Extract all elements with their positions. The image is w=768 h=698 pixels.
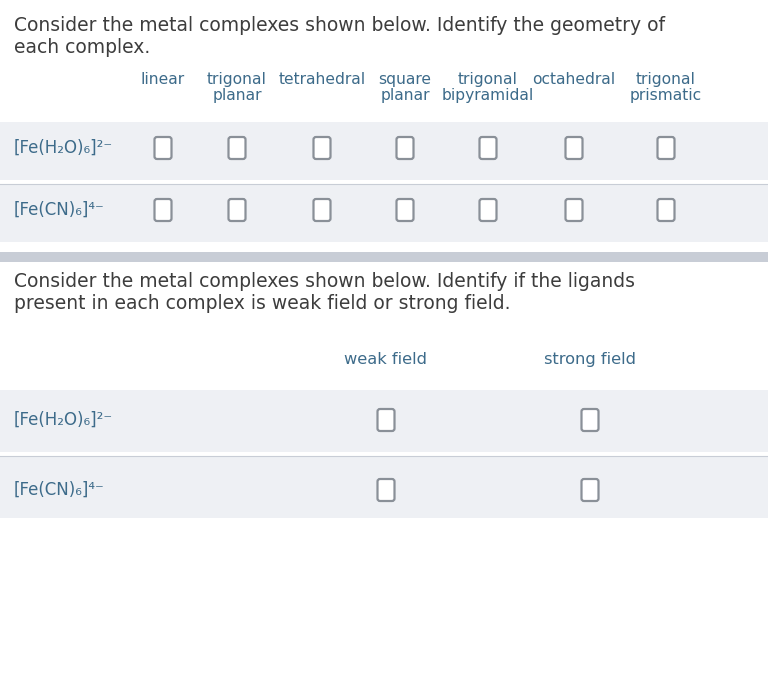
Text: linear: linear [141, 73, 185, 87]
Bar [0, 252, 768, 262]
FancyBboxPatch shape [479, 137, 496, 159]
FancyBboxPatch shape [313, 137, 330, 159]
Text: strong field: strong field [544, 352, 636, 367]
FancyBboxPatch shape [154, 199, 171, 221]
Text: weak field: weak field [345, 352, 428, 367]
Text: trigonal: trigonal [458, 72, 518, 87]
Text: each complex.: each complex. [14, 38, 151, 57]
Text: [Fe(H₂O)₆]²⁻: [Fe(H₂O)₆]²⁻ [14, 411, 113, 429]
FancyBboxPatch shape [229, 137, 246, 159]
FancyBboxPatch shape [154, 137, 171, 159]
FancyBboxPatch shape [565, 199, 582, 221]
FancyBboxPatch shape [313, 199, 330, 221]
Text: [Fe(H₂O)₆]²⁻: [Fe(H₂O)₆]²⁻ [14, 139, 113, 157]
Text: prismatic: prismatic [630, 88, 702, 103]
Text: trigonal: trigonal [636, 72, 696, 87]
FancyBboxPatch shape [396, 137, 413, 159]
Text: trigonal: trigonal [207, 72, 267, 87]
Text: planar: planar [380, 88, 430, 103]
Text: tetrahedral: tetrahedral [279, 73, 366, 87]
FancyBboxPatch shape [378, 409, 395, 431]
Bar [0, 184, 768, 242]
FancyBboxPatch shape [378, 479, 395, 501]
Bar [0, 456, 768, 518]
FancyBboxPatch shape [565, 137, 582, 159]
FancyBboxPatch shape [657, 137, 674, 159]
FancyBboxPatch shape [229, 199, 246, 221]
FancyBboxPatch shape [581, 409, 598, 431]
FancyBboxPatch shape [657, 199, 674, 221]
FancyBboxPatch shape [396, 199, 413, 221]
Text: Consider the metal complexes shown below. Identify if the ligands: Consider the metal complexes shown below… [14, 272, 635, 291]
FancyBboxPatch shape [479, 199, 496, 221]
Text: [Fe(CN)₆]⁴⁻: [Fe(CN)₆]⁴⁻ [14, 201, 104, 219]
FancyBboxPatch shape [581, 479, 598, 501]
Text: bipyramidal: bipyramidal [442, 88, 534, 103]
Text: planar: planar [212, 88, 262, 103]
Text: present in each complex is weak field or strong field.: present in each complex is weak field or… [14, 294, 511, 313]
Bar [0, 122, 768, 180]
Text: octahedral: octahedral [532, 73, 616, 87]
Text: square: square [379, 72, 432, 87]
Text: [Fe(CN)₆]⁴⁻: [Fe(CN)₆]⁴⁻ [14, 481, 104, 499]
Text: Consider the metal complexes shown below. Identify the geometry of: Consider the metal complexes shown below… [14, 16, 665, 35]
Bar [0, 390, 768, 452]
